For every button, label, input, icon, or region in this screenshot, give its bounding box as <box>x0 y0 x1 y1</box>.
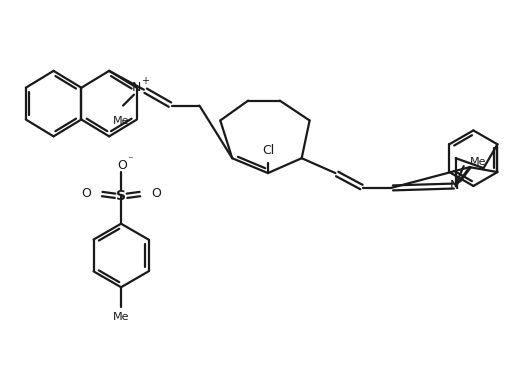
Text: Me: Me <box>470 157 486 167</box>
Text: N: N <box>132 81 142 94</box>
Text: ⁻: ⁻ <box>127 155 133 165</box>
Text: +: + <box>141 76 149 86</box>
Text: Cl: Cl <box>262 144 274 157</box>
Text: O: O <box>151 187 161 201</box>
Text: O: O <box>117 159 127 171</box>
Text: S: S <box>116 189 126 203</box>
Text: O: O <box>81 187 91 201</box>
Text: N: N <box>450 180 459 192</box>
Text: Me: Me <box>113 312 129 322</box>
Text: Me: Me <box>113 116 129 125</box>
